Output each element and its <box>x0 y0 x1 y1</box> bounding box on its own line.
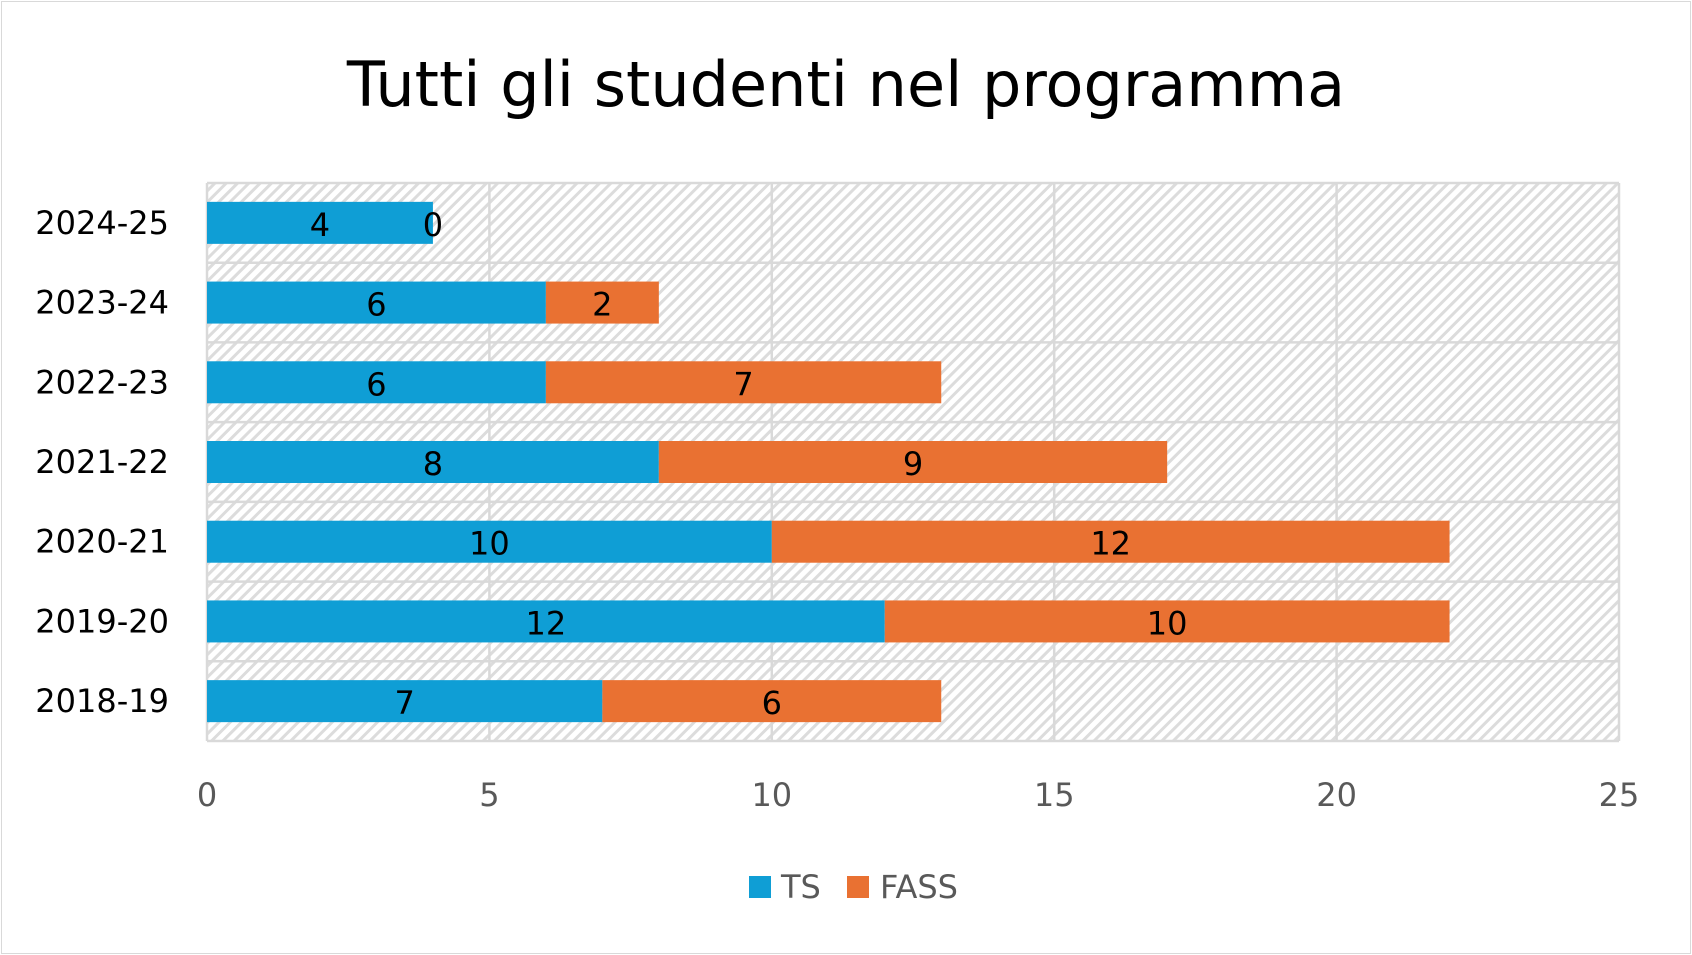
data-label-fass: 9 <box>903 445 923 483</box>
data-label-fass: 2 <box>592 286 612 324</box>
chart-title: Tutti gli studenti nel programma <box>346 48 1345 121</box>
legend: TS FASS <box>749 868 958 906</box>
data-label-ts: 12 <box>526 604 567 642</box>
data-label-ts: 6 <box>366 286 386 324</box>
y-category-label: 2022-23 <box>35 363 169 401</box>
legend-marker-fass <box>847 876 869 898</box>
y-category-label: 2024-25 <box>35 204 169 242</box>
bar-ts <box>207 520 772 563</box>
x-tick-label: 10 <box>751 776 792 814</box>
x-tick-label: 5 <box>479 776 499 814</box>
data-label-fass: 6 <box>762 684 782 722</box>
x-tick-label: 25 <box>1599 776 1640 814</box>
bar-fass <box>602 680 942 723</box>
data-label-ts: 4 <box>310 206 330 244</box>
y-category-label: 2021-22 <box>35 443 169 481</box>
data-label-fass: 7 <box>733 365 753 403</box>
data-label-ts: 10 <box>469 525 510 563</box>
bar-ts <box>207 441 659 483</box>
data-label-fass: 12 <box>1090 525 1131 563</box>
y-category-label: 2019-20 <box>35 602 169 640</box>
data-label-fass: 0 <box>423 206 443 244</box>
x-tick-label: 20 <box>1316 776 1357 814</box>
data-label-ts: 7 <box>395 684 415 722</box>
x-tick-label: 15 <box>1034 776 1075 814</box>
bar-fass <box>545 281 659 324</box>
x-tick-label: 0 <box>197 776 217 814</box>
legend-label-fass: FASS <box>880 868 958 906</box>
bar-ts <box>207 201 433 244</box>
bar-fass <box>771 520 1450 563</box>
y-category-label: 2018-19 <box>35 682 169 720</box>
data-label-ts: 8 <box>423 445 443 483</box>
y-category-label: 2020-21 <box>35 523 169 561</box>
data-label-ts: 6 <box>366 365 386 403</box>
bar-ts <box>207 680 603 723</box>
bar-ts <box>207 361 546 404</box>
bar-ts <box>207 600 885 643</box>
bar-ts <box>207 281 546 324</box>
bar-fass <box>658 441 1168 483</box>
legend-marker-ts <box>749 876 771 898</box>
bar-fass <box>545 361 942 404</box>
legend-label-ts: TS <box>780 868 821 906</box>
y-category-label: 2023-24 <box>35 284 169 322</box>
bar-fass <box>884 600 1450 643</box>
data-label-fass: 10 <box>1147 604 1188 642</box>
